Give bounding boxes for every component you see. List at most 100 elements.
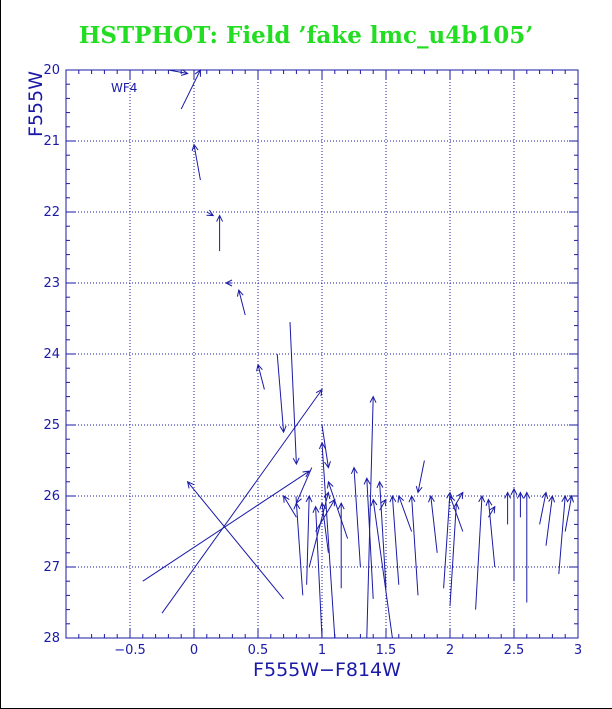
- vector-arrow: [370, 498, 393, 639]
- grid-layer: [66, 70, 578, 638]
- y-tick-label: 27: [43, 560, 60, 575]
- vector-shaft: [180, 69, 201, 110]
- vector-arrow: [224, 279, 233, 287]
- vector-arrow: [180, 68, 201, 110]
- vector-head: [328, 498, 336, 507]
- vector-arrow: [283, 495, 297, 518]
- vector-shaft: [475, 495, 483, 610]
- vector-shaft: [257, 364, 265, 390]
- vector-head: [504, 491, 512, 499]
- vector-arrow: [539, 491, 549, 525]
- chart-title: HSTPHOT: Field ’fake lmc_u4b105’: [78, 22, 534, 49]
- vector-arrow: [350, 466, 361, 568]
- vector-head: [302, 470, 311, 478]
- vector-head: [448, 494, 456, 503]
- vector-arrow: [523, 491, 531, 603]
- vector-arrow: [448, 494, 464, 532]
- vector-head: [315, 388, 323, 397]
- x-tick-label: −0.5: [114, 643, 146, 658]
- vector-arrow: [206, 209, 215, 217]
- vector-shaft: [391, 495, 400, 585]
- vector-shaft: [430, 495, 438, 553]
- vector-shaft: [276, 353, 285, 433]
- y-tick-label: 20: [43, 63, 60, 78]
- vector-head: [408, 494, 416, 503]
- vector-arrow: [475, 494, 486, 610]
- y-tick-label: 24: [43, 347, 60, 362]
- vector-shaft: [321, 442, 336, 639]
- vector-head: [370, 498, 378, 507]
- vector-shaft: [539, 492, 547, 525]
- vector-shaft: [353, 467, 361, 568]
- vector-head: [363, 477, 371, 485]
- vector-arrow: [485, 498, 496, 568]
- vector-head: [295, 496, 302, 505]
- vector-head: [194, 68, 201, 77]
- vector-arrow: [161, 388, 323, 614]
- vector-head: [236, 289, 244, 297]
- vector-shaft: [321, 503, 329, 553]
- vector-head: [415, 485, 423, 494]
- vector-shaft: [315, 506, 323, 639]
- vector-shaft: [455, 492, 464, 504]
- vector-head: [191, 143, 199, 152]
- vector-shaft: [449, 495, 464, 532]
- vector-shaft: [545, 495, 553, 546]
- vector-arrow: [289, 322, 300, 466]
- vector-head: [224, 279, 233, 287]
- vector-head: [326, 480, 334, 489]
- vector-arrow: [321, 424, 331, 469]
- vector-shaft: [168, 69, 188, 75]
- vector-head: [446, 491, 454, 499]
- vector-head: [485, 498, 493, 506]
- x-tick-label: 0.5: [248, 643, 269, 658]
- vector-head: [312, 505, 320, 513]
- vector-arrow: [337, 501, 345, 589]
- vector-shaft: [283, 495, 297, 518]
- y-tick-label: 22: [43, 205, 60, 220]
- vector-head: [292, 457, 300, 466]
- x-tick-label: 2.5: [504, 643, 525, 658]
- vector-shaft: [487, 499, 496, 568]
- vector-arrow: [397, 494, 413, 532]
- vector-shaft: [315, 499, 336, 532]
- vector-shaft: [443, 492, 451, 589]
- vector-arrow: [142, 470, 311, 582]
- vector-shaft: [289, 322, 297, 465]
- vector-head: [516, 491, 524, 499]
- vector-shaft: [366, 396, 374, 639]
- axis-ticks: [65, 69, 579, 639]
- vector-head: [561, 494, 569, 503]
- vector-arrow: [295, 467, 313, 505]
- vector-shaft: [327, 481, 349, 539]
- vector-shaft: [193, 144, 201, 181]
- vector-head: [350, 466, 358, 474]
- vector-head: [478, 494, 486, 503]
- vector-shaft: [238, 289, 246, 316]
- x-axis-title: F555W−F814W: [253, 659, 401, 681]
- vector-head: [428, 494, 435, 503]
- vector-arrow: [545, 494, 556, 546]
- vector-head: [305, 494, 313, 503]
- vector-shaft: [321, 424, 329, 468]
- vector-arrow: [504, 491, 512, 525]
- vector-arrow: [276, 353, 287, 434]
- vector-arrow: [455, 491, 464, 504]
- vector-head: [186, 480, 194, 489]
- vector-head: [456, 491, 464, 500]
- vector-shaft: [398, 495, 413, 532]
- vector-head: [216, 214, 224, 222]
- vector-arrow: [415, 460, 425, 494]
- vector-arrow: [443, 491, 454, 589]
- vector-head: [324, 461, 331, 469]
- vector-arrow: [256, 363, 265, 390]
- vector-arrow: [305, 494, 313, 585]
- y-tick-label: 23: [43, 276, 60, 291]
- vector-shaft: [366, 478, 374, 599]
- y-tick-label: 21: [43, 134, 60, 149]
- vector-head: [337, 501, 345, 510]
- vector-shaft: [411, 495, 419, 596]
- vector-head: [318, 441, 326, 450]
- vector-arrow: [293, 501, 304, 596]
